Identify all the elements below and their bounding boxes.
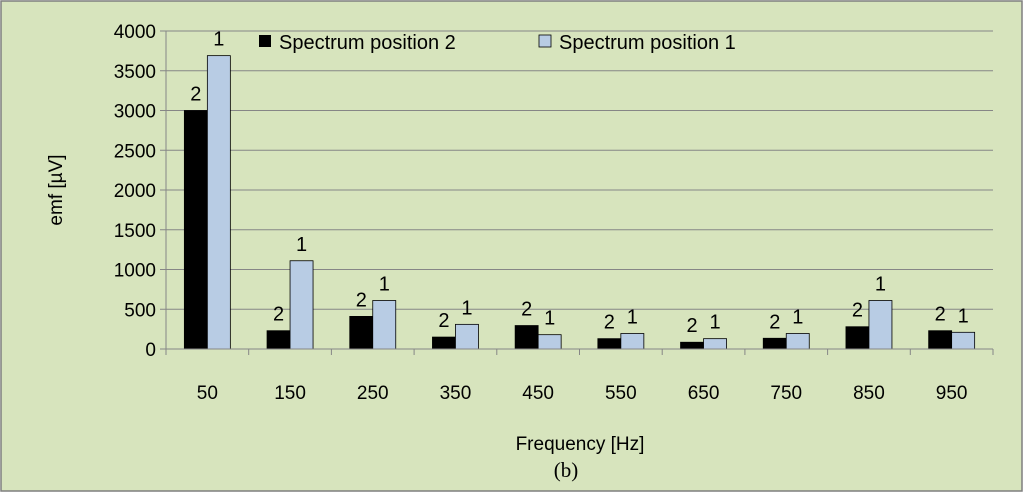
legend: Spectrum position 2 Spectrum position 1 [259,32,736,54]
bars [183,55,976,350]
bar-series-1 [206,55,231,350]
x-tick-label: 750 [770,383,802,404]
y-tick-label: 1500 [114,221,156,242]
y-tick-label: 1000 [114,261,156,282]
bar-series-0 [680,341,704,350]
bar-series-0 [762,337,787,350]
y-tick-label: 4000 [114,22,156,43]
bar-value-label: 1 [379,274,390,296]
bar-series-1 [289,260,314,350]
y-tick-label: 3000 [114,102,156,123]
x-tick-label: 950 [936,383,968,404]
bar-value-label: 2 [686,315,697,337]
x-axis-ticks: 50 150 250 350 450 550 650 750 850 950 [165,349,994,404]
bar-series-0 [928,330,953,350]
bar-series-0 [845,326,870,350]
bar-series-1 [537,334,562,350]
bar-value-label: 2 [273,304,284,326]
y-tick-label: 0 [145,340,156,361]
bar-value-label: 1 [709,312,720,334]
x-tick-label: 450 [522,383,554,404]
legend-label-series-0: Spectrum position 2 [279,32,456,54]
legend-label-series-1: Spectrum position 1 [559,32,736,54]
bar-series-0 [183,110,208,350]
bar-value-label: 1 [875,274,886,296]
bar-value-label: 1 [792,306,803,328]
bar-series-1 [372,300,397,350]
bar-value-label: 2 [438,310,449,332]
x-axis-title: Frequency [Hz] [516,434,645,455]
bar-series-0 [349,316,374,350]
x-tick-label: 250 [357,383,389,404]
bar-value-label: 1 [296,234,307,256]
legend-swatch-series-1 [538,34,552,48]
y-tick-label: 3500 [114,62,156,83]
bar-series-1 [785,333,810,350]
bar-value-label: 2 [356,289,367,311]
bar-value-label: 1 [544,308,555,330]
bar-series-1 [455,323,479,350]
bar-series-0 [597,338,622,350]
x-tick-label: 150 [274,383,306,404]
bar-value-label: 2 [521,299,532,321]
bar-value-label: 2 [769,311,780,333]
figure-caption: (b) [554,458,579,482]
bar-series-1 [951,331,976,350]
bar-value-label: 1 [213,29,224,51]
y-tick-label: 500 [124,300,156,321]
bar-value-label: 2 [604,312,615,334]
x-tick-label: 350 [440,383,472,404]
bar-series-1 [620,333,645,350]
y-axis-ticks: 0 500 1000 1500 2000 2500 3000 3500 4000 [114,22,166,361]
x-tick-label: 850 [853,383,885,404]
bar-value-label: 2 [190,84,201,106]
bar-series-1 [868,300,893,350]
bar-series-0 [266,330,291,350]
x-tick-label: 650 [688,383,720,404]
y-axis-title: emf [µV] [46,154,67,225]
x-tick-label: 550 [605,383,637,404]
bar-series-1 [703,338,727,350]
bar-series-0 [432,336,456,350]
x-tick-label: 50 [197,383,218,404]
y-tick-label: 2500 [114,141,156,162]
bar-value-label: 1 [627,306,638,328]
bar-value-label: 1 [958,305,969,327]
bar-value-label: 2 [852,300,863,322]
y-tick-label: 2000 [114,181,156,202]
bar-value-label: 1 [461,297,472,319]
bar-series-0 [514,325,539,350]
legend-swatch-series-0 [259,35,271,47]
bar-value-label: 2 [935,304,946,326]
